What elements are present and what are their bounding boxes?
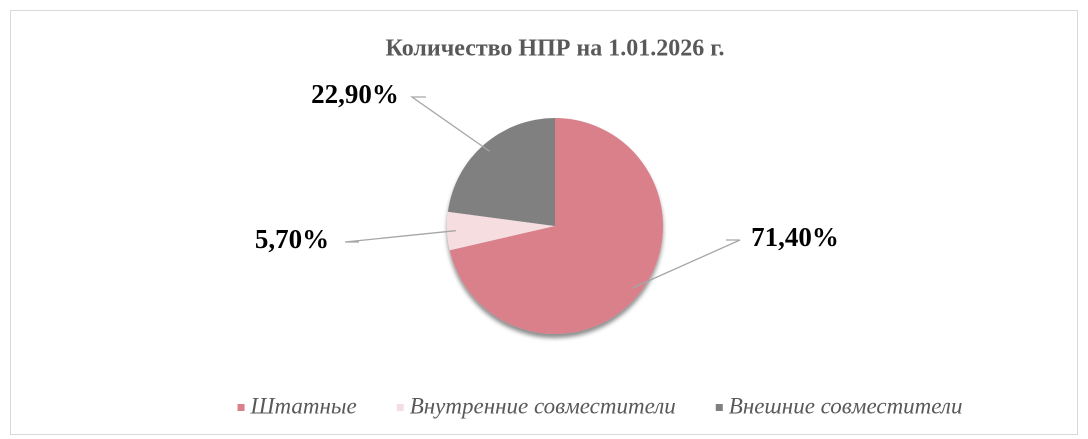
legend-marker (715, 404, 723, 411)
legend-label: Штатные (250, 393, 357, 418)
legend-marker (237, 404, 245, 411)
leader-line (632, 239, 741, 289)
legend-label: Внешние совместители (729, 393, 963, 418)
pie-slice (447, 211, 555, 251)
pie-slice (447, 118, 555, 226)
pie-slice (449, 118, 664, 334)
leader-line (409, 96, 490, 152)
legend-label: Внутренние совместители (410, 393, 676, 418)
leader-line (344, 230, 456, 243)
data-label: 22,90% (311, 79, 399, 109)
legend-marker (396, 404, 404, 411)
data-label: 71,40% (751, 222, 839, 252)
data-label: 5,70% (255, 224, 329, 254)
chart-title: Количество НПР на 1.01.2026 г. (386, 36, 725, 62)
pie (447, 118, 664, 334)
